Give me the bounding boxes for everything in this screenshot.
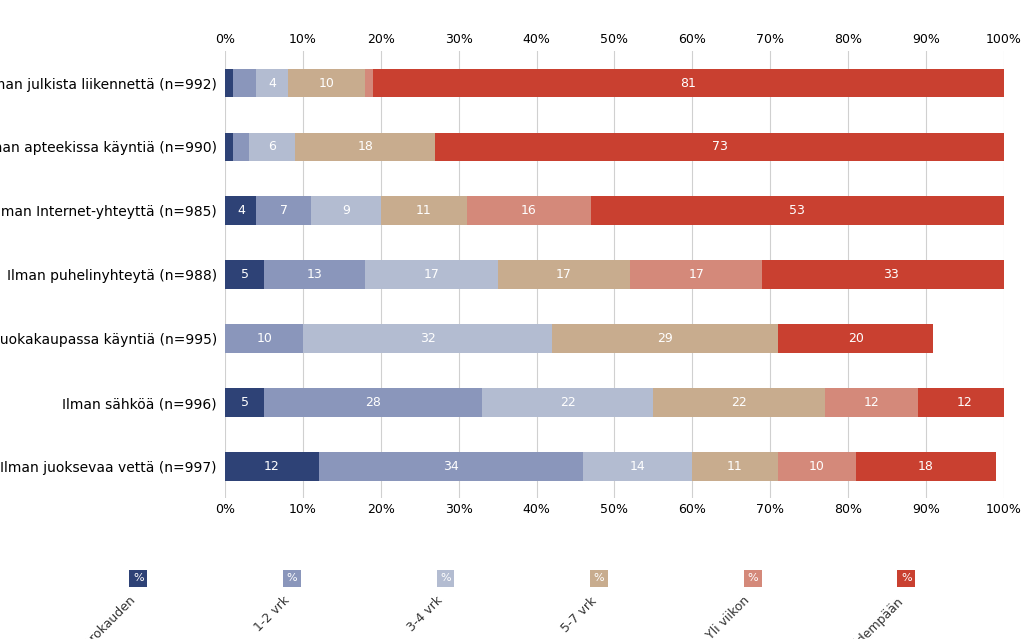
Text: 10: 10 [809,460,824,473]
Text: %: % [133,573,143,583]
Text: 12: 12 [863,396,879,409]
Bar [918,388,1012,417]
Bar [762,261,1019,289]
Bar [366,261,498,289]
Text: 28: 28 [366,396,381,409]
Bar [591,197,1004,226]
Bar [373,68,1004,97]
Bar [225,325,303,353]
Text: 5: 5 [241,268,249,281]
Text: 18: 18 [918,460,934,473]
Text: 73: 73 [712,141,727,153]
Bar [311,197,381,226]
Bar [264,388,482,417]
Text: 11: 11 [727,460,742,473]
Text: 14: 14 [630,460,645,473]
Bar [225,452,318,481]
Bar [856,452,995,481]
Bar [225,132,233,161]
Text: 1-2 vrk: 1-2 vrk [252,594,292,635]
Bar [778,452,856,481]
Text: 9: 9 [342,204,350,217]
Bar [295,132,435,161]
Text: Yli viikon: Yli viikon [705,594,753,639]
Text: 7: 7 [280,204,288,217]
Text: 20: 20 [848,332,863,345]
Bar [225,197,256,226]
Text: 32: 32 [420,332,435,345]
Text: 12: 12 [264,460,280,473]
Bar [249,132,295,161]
Text: 5: 5 [241,396,249,409]
Text: 10: 10 [256,332,272,345]
Text: 4: 4 [268,77,275,89]
Bar [778,325,934,353]
Text: %: % [440,573,451,583]
Bar [584,452,692,481]
Bar [552,325,778,353]
Bar [366,68,373,97]
Text: 13: 13 [307,268,323,281]
Bar [653,388,824,417]
Text: %: % [594,573,604,583]
Text: Alle vuorokauden: Alle vuorokauden [52,594,138,639]
Bar [498,261,630,289]
Text: 5-7 vrk: 5-7 vrk [558,594,599,635]
Bar [233,132,249,161]
Text: 18: 18 [357,141,374,153]
Text: 4: 4 [237,204,245,217]
Bar [233,68,256,97]
Bar [467,197,591,226]
Bar [303,325,552,353]
Bar [435,132,1004,161]
Text: %: % [748,573,758,583]
Bar [630,261,762,289]
Text: %: % [901,573,911,583]
Text: 17: 17 [424,268,439,281]
Text: 17: 17 [688,268,705,281]
Text: 29: 29 [657,332,673,345]
Bar [482,388,653,417]
Text: 22: 22 [731,396,746,409]
Text: 53: 53 [790,204,805,217]
Bar [225,68,233,97]
Text: 33: 33 [883,268,898,281]
Bar [692,452,778,481]
Text: 3-4 vrk: 3-4 vrk [406,594,445,635]
Bar [318,452,584,481]
Text: 22: 22 [560,396,575,409]
Text: 12: 12 [956,396,973,409]
Bar [288,68,366,97]
Text: 16: 16 [521,204,537,217]
Text: 34: 34 [443,460,459,473]
Text: 10: 10 [318,77,335,89]
Text: %: % [287,573,297,583]
Text: Pidempään: Pidempään [848,594,906,639]
Bar [256,197,311,226]
Bar [824,388,918,417]
Text: 11: 11 [416,204,431,217]
Text: 17: 17 [556,268,571,281]
Bar [256,68,288,97]
Text: 81: 81 [680,77,696,89]
Bar [225,261,264,289]
Bar [264,261,366,289]
Bar [381,197,467,226]
Text: 6: 6 [268,141,275,153]
Bar [225,388,264,417]
